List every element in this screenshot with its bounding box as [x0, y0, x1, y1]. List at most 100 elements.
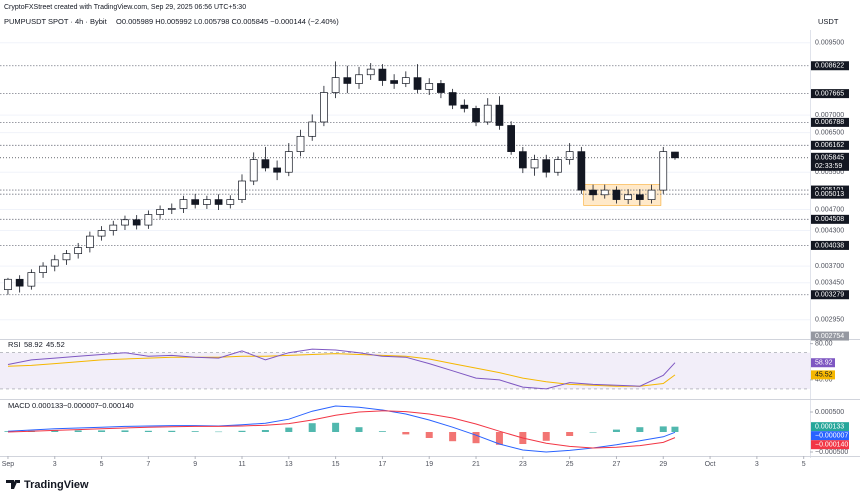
candle-body [308, 121, 317, 137]
x-tick-label: 3 [755, 461, 759, 468]
level-label: 0.006788 [815, 119, 844, 126]
candle-body [50, 259, 59, 267]
macd-histogram [425, 432, 433, 438]
macd-legend-label: MACD [8, 401, 31, 410]
rsi-legend-value: 45.52 [46, 340, 65, 349]
candle-body [495, 104, 504, 126]
rsi-badge [811, 358, 835, 368]
candle-body [343, 77, 352, 84]
macd-histogram [449, 432, 457, 442]
level-badge [811, 290, 849, 300]
macd-histogram [355, 427, 363, 432]
candle-body [296, 135, 305, 152]
macd-histogram [191, 431, 199, 432]
countdown: 02:33:59 [815, 163, 842, 170]
x-tick-label: 25 [566, 461, 574, 468]
candle-body [144, 214, 153, 226]
low-marker-badge [811, 331, 849, 341]
macd-histogram [332, 422, 340, 432]
candle-body [238, 180, 246, 200]
level-badge [811, 189, 849, 199]
rsi-line [7, 348, 676, 390]
x-tick-label: 15 [332, 461, 340, 468]
candle-body [97, 230, 106, 237]
macd-histogram [51, 430, 59, 432]
macd-legend-value: −0.000140 [98, 401, 134, 410]
level-badge [811, 240, 849, 250]
level-badge [811, 89, 849, 99]
macd-histogram [121, 430, 129, 432]
x-tick-label: 27 [613, 461, 621, 468]
macd-badge-label: −0.000007 [815, 433, 848, 440]
currency: USDT [818, 17, 839, 26]
x-tick-label: 17 [379, 461, 387, 468]
x-tick-label: 21 [472, 461, 480, 468]
y-tick-label: 0.005500 [815, 169, 844, 176]
candle-body [132, 219, 141, 226]
candle-body [273, 167, 281, 173]
level-badge [811, 61, 849, 71]
candle-body [624, 194, 633, 200]
rsi-badge [811, 370, 835, 380]
candle-body [226, 199, 235, 205]
macd-histogram [168, 430, 176, 432]
macd-histogram [4, 431, 12, 432]
candle-body [635, 194, 644, 200]
macd-badge [811, 422, 849, 432]
x-tick-label: 19 [425, 461, 433, 468]
candle-body [390, 80, 398, 84]
macd-tick-label: 0.000500 [815, 409, 844, 416]
y-tick-label: 0.003450 [815, 280, 844, 287]
x-tick-label: 29 [659, 461, 667, 468]
candle-body [74, 247, 83, 254]
macd-histogram [308, 423, 316, 432]
macd-badge [811, 440, 849, 450]
macd-histogram [261, 430, 269, 432]
x-tick-label: Sep [2, 461, 15, 468]
candle-body [425, 83, 434, 90]
candle-body [589, 189, 597, 196]
x-tick-label: 5 [100, 461, 104, 468]
credit: CryptoFXStreet created with TradingView.… [4, 4, 246, 11]
macd-histogram [74, 430, 82, 432]
rsi-line [7, 353, 676, 387]
macd-histogram [566, 432, 574, 436]
candle-body [460, 104, 469, 109]
candle-body [437, 83, 445, 93]
y-tick-label: 0.009500 [815, 40, 844, 47]
symbol: PUMPUSDT SPOT · 4h · Bybit [4, 17, 108, 26]
candle-body [27, 272, 36, 287]
level-label: 0.004038 [815, 242, 844, 249]
macd-badge [811, 431, 849, 441]
y-tick-label: 0.006500 [815, 129, 844, 136]
candle-body [518, 151, 527, 169]
macd-legend-value: 0.000133 [32, 401, 63, 410]
macd-histogram [402, 432, 410, 435]
candle-body [109, 224, 118, 231]
level-label: 0.004508 [815, 216, 844, 223]
y-tick-label: 0.004300 [815, 227, 844, 234]
rsi-legend-value: 58.92 [24, 340, 43, 349]
macd-line [7, 410, 676, 449]
level-label: 0.003279 [815, 292, 844, 299]
level-badge [811, 117, 849, 127]
candle-body [659, 151, 668, 191]
candle-body [554, 159, 562, 173]
candle-body [214, 199, 223, 205]
candle-body [413, 77, 422, 90]
level-badge [811, 214, 849, 224]
candle-body [483, 104, 492, 123]
level-label: 0.008622 [815, 63, 844, 70]
rsi-legend-label: RSI [8, 340, 21, 349]
macd-histogram [589, 432, 597, 433]
candle-body [203, 199, 211, 205]
candle-body [261, 159, 270, 169]
rsi-tick-label: 80.00 [815, 340, 833, 347]
candle-body [448, 92, 457, 106]
level-label: 0.005013 [815, 191, 844, 198]
macd-histogram [238, 430, 246, 432]
logo: TradingView [6, 479, 89, 491]
x-tick-label: 23 [519, 461, 527, 468]
macd-histogram [542, 432, 550, 441]
